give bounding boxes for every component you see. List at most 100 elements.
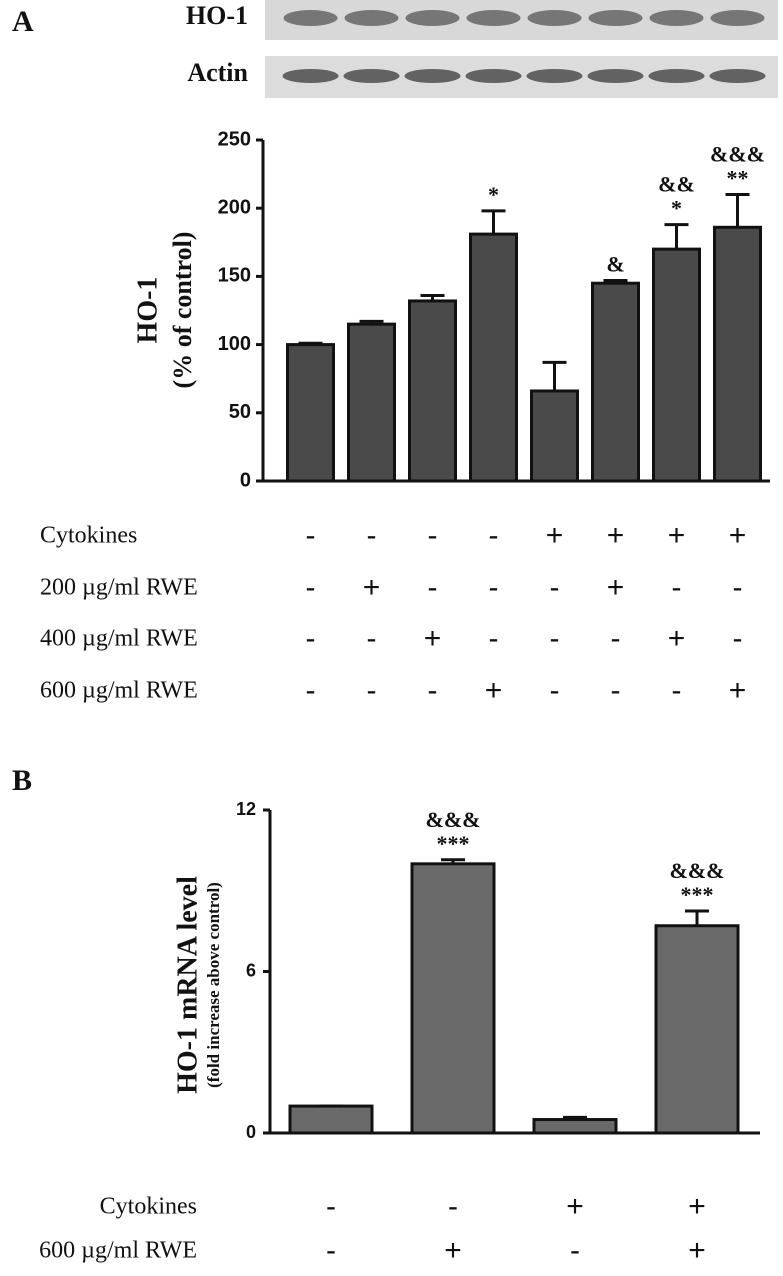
significance-label: && bbox=[658, 172, 695, 197]
condition-sign: - bbox=[672, 674, 682, 707]
condition-sign: - bbox=[428, 519, 438, 552]
condition-sign: + bbox=[424, 622, 442, 655]
condition-label: 200 µg/ml RWE bbox=[40, 575, 198, 601]
significance-label: * bbox=[671, 196, 682, 221]
blot-band bbox=[465, 69, 522, 83]
condition-sign: - bbox=[428, 674, 438, 707]
condition-sign: + bbox=[688, 1190, 706, 1223]
blot-band bbox=[466, 10, 521, 26]
y-tick-label: 150 bbox=[218, 265, 251, 287]
significance-label: *** bbox=[437, 831, 470, 856]
significance-label: ** bbox=[727, 166, 749, 191]
condition-sign: - bbox=[306, 519, 316, 552]
blot-band bbox=[405, 10, 460, 26]
condition-sign: + bbox=[668, 519, 686, 552]
blot-band bbox=[283, 10, 338, 26]
y-tick-label: 12 bbox=[236, 799, 256, 819]
blot-band bbox=[710, 10, 765, 26]
blot-band bbox=[344, 10, 399, 26]
condition-sign: - bbox=[550, 622, 560, 655]
bar bbox=[532, 1118, 618, 1135]
y-tick-label: 6 bbox=[246, 960, 256, 980]
blot-band bbox=[343, 69, 400, 83]
significance-label: & bbox=[606, 252, 624, 277]
condition-sign: + bbox=[485, 674, 503, 707]
condition-label: 600 µg/ml RWE bbox=[39, 1238, 197, 1264]
y-tick-label: 0 bbox=[246, 1122, 256, 1142]
y-axis-label: (% of control) bbox=[168, 232, 197, 389]
significance-label: *** bbox=[681, 882, 714, 907]
y-tick-label: 0 bbox=[240, 469, 251, 491]
condition-sign: - bbox=[326, 1234, 336, 1267]
y-axis-label: HO-1 bbox=[132, 277, 163, 344]
bar bbox=[469, 232, 518, 483]
y-tick-label: 50 bbox=[229, 401, 251, 423]
condition-sign: - bbox=[489, 519, 499, 552]
bar bbox=[591, 281, 640, 483]
condition-label: Cytokines bbox=[100, 1194, 197, 1220]
significance-label: &&& bbox=[426, 807, 481, 832]
bar bbox=[286, 343, 335, 483]
bar bbox=[288, 1104, 374, 1135]
condition-sign: + bbox=[729, 519, 747, 552]
condition-sign: - bbox=[306, 571, 316, 604]
y-tick-label: 200 bbox=[218, 196, 251, 218]
condition-sign: - bbox=[550, 571, 560, 604]
panel-label: A bbox=[12, 5, 34, 38]
condition-label: Cytokines bbox=[40, 523, 137, 549]
condition-sign: + bbox=[444, 1234, 462, 1267]
blot-band bbox=[587, 69, 644, 83]
significance-label: &&& bbox=[710, 142, 765, 167]
condition-sign: + bbox=[566, 1190, 584, 1223]
condition-sign: - bbox=[306, 622, 316, 655]
blot-band bbox=[282, 69, 339, 83]
bar bbox=[654, 924, 740, 1135]
condition-sign: - bbox=[367, 519, 377, 552]
blot-band bbox=[648, 69, 705, 83]
bar bbox=[347, 322, 396, 483]
condition-label: 400 µg/ml RWE bbox=[40, 626, 198, 652]
condition-sign: - bbox=[733, 571, 743, 604]
condition-sign: + bbox=[363, 571, 381, 604]
condition-sign: + bbox=[546, 519, 564, 552]
condition-sign: - bbox=[489, 622, 499, 655]
y-tick-label: 250 bbox=[218, 128, 251, 150]
bar bbox=[410, 862, 496, 1135]
condition-sign: - bbox=[428, 571, 438, 604]
condition-sign: - bbox=[570, 1234, 580, 1267]
bar bbox=[713, 225, 762, 483]
condition-sign: - bbox=[306, 674, 316, 707]
y-axis-label: HO-1 mRNA level bbox=[172, 876, 203, 1094]
condition-sign: + bbox=[668, 622, 686, 655]
condition-sign: - bbox=[326, 1190, 336, 1223]
y-tick-label: 100 bbox=[218, 333, 251, 355]
significance-label: &&& bbox=[670, 858, 725, 883]
condition-sign: - bbox=[733, 622, 743, 655]
blot-band bbox=[588, 10, 643, 26]
condition-sign: - bbox=[611, 622, 621, 655]
bar bbox=[652, 247, 701, 483]
blot-band bbox=[526, 69, 583, 83]
blot-band bbox=[527, 10, 582, 26]
condition-label: 600 µg/ml RWE bbox=[40, 678, 198, 704]
blot-label: HO-1 bbox=[186, 1, 248, 30]
condition-sign: - bbox=[672, 571, 682, 604]
condition-sign: + bbox=[688, 1234, 706, 1267]
blot-band bbox=[404, 69, 461, 83]
blot-label: Actin bbox=[187, 58, 248, 87]
condition-sign: + bbox=[607, 571, 625, 604]
condition-sign: + bbox=[729, 674, 747, 707]
condition-sign: + bbox=[607, 519, 625, 552]
condition-sign: - bbox=[367, 622, 377, 655]
bar bbox=[408, 299, 457, 483]
condition-sign: - bbox=[489, 571, 499, 604]
blot-band bbox=[649, 10, 704, 26]
condition-sign: - bbox=[448, 1190, 458, 1223]
condition-sign: - bbox=[367, 674, 377, 707]
condition-sign: - bbox=[550, 674, 560, 707]
condition-sign: - bbox=[611, 674, 621, 707]
panel-label: B bbox=[12, 764, 32, 797]
significance-label: * bbox=[488, 182, 499, 207]
blot-band bbox=[709, 69, 766, 83]
